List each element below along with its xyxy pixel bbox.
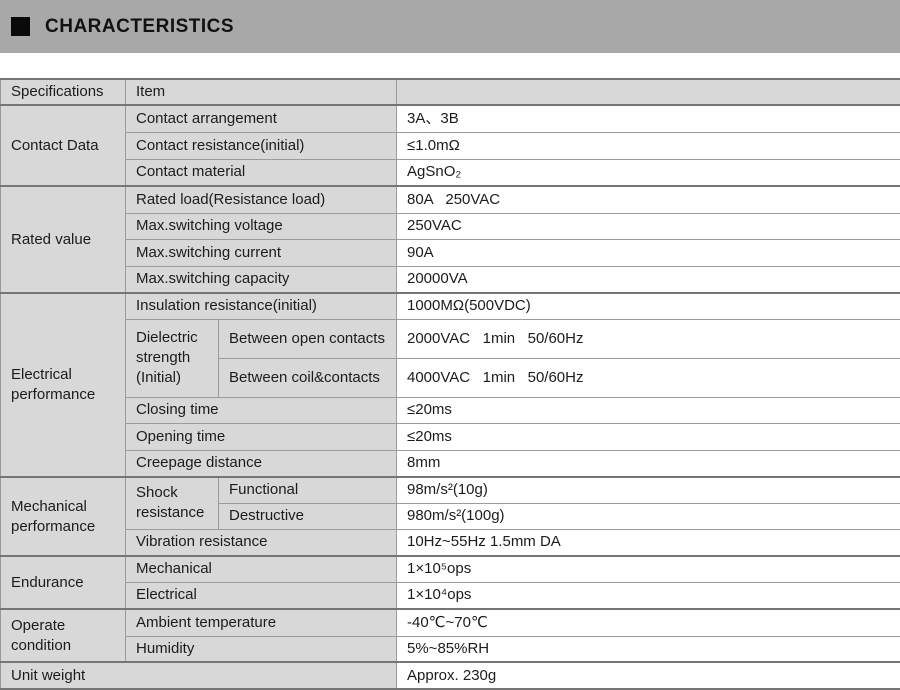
table-row: Endurance Mechanical 1×10⁵ops (1, 556, 900, 582)
item-cell: Max.switching voltage (126, 213, 397, 239)
item-cell: Electrical (126, 582, 397, 609)
column-header-value (397, 79, 900, 105)
item-cell: Max.switching capacity (126, 266, 397, 293)
spec-cell-endurance: Endurance (1, 556, 126, 609)
item-cell: Creepage distance (126, 450, 397, 477)
subitem-cell: Between open contacts (219, 319, 397, 358)
value-cell: 90A (397, 239, 900, 266)
table-row: Electrical performance Insulation resist… (1, 293, 900, 319)
value-cell: 1×10⁵ops (397, 556, 900, 582)
value-cell: AgSnO₂ (397, 159, 900, 186)
value-cell: 20000VA (397, 266, 900, 293)
value-cell: ≤20ms (397, 397, 900, 423)
item-cell: Contact resistance(initial) (126, 132, 397, 159)
spec-cell-rated-value: Rated value (1, 186, 126, 293)
spec-cell-mechanical-performance: Mechanical performance (1, 477, 126, 556)
item-cell: Insulation resistance(initial) (126, 293, 397, 319)
item-cell: Opening time (126, 423, 397, 450)
item-cell: Contact material (126, 159, 397, 186)
value-cell: ≤1.0mΩ (397, 132, 900, 159)
value-cell: 2000VAC 1min 50/60Hz (397, 319, 900, 358)
characteristics-table: Specifications Item Contact Data Contact… (0, 78, 900, 690)
table-row: Contact Data Contact arrangement 3A、3B (1, 105, 900, 132)
table-row: Unit weight Approx. 230g (1, 662, 900, 689)
value-cell: ≤20ms (397, 423, 900, 450)
table-row: Contact resistance(initial) ≤1.0mΩ (1, 132, 900, 159)
black-square-bullet-icon (11, 17, 30, 36)
value-cell: 250VAC (397, 213, 900, 239)
item-cell: Vibration resistance (126, 529, 397, 556)
value-cell: 3A、3B (397, 105, 900, 132)
item-cell: Ambient temperature (126, 609, 397, 636)
item-cell: Max.switching current (126, 239, 397, 266)
table-row: Creepage distance 8mm (1, 450, 900, 477)
spec-cell-unit-weight: Unit weight (1, 662, 397, 689)
column-header-item: Item (126, 79, 397, 105)
item-cell: Humidity (126, 636, 397, 662)
column-header-specifications: Specifications (1, 79, 126, 105)
group-cell-dielectric-strength: Dielectric strength (Initial) (126, 319, 219, 397)
value-cell: 98m/s²(10g) (397, 477, 900, 503)
value-cell: 1×10⁴ops (397, 582, 900, 609)
value-cell: 5%~85%RH (397, 636, 900, 662)
table-row: Mechanical performance Shock resistance … (1, 477, 900, 503)
value-cell: 8mm (397, 450, 900, 477)
table-row: Opening time ≤20ms (1, 423, 900, 450)
value-cell: Approx. 230g (397, 662, 900, 689)
table-row: Max.switching voltage 250VAC (1, 213, 900, 239)
value-cell: 80A 250VAC (397, 186, 900, 213)
spec-cell-electrical-performance: Electrical performance (1, 293, 126, 477)
table-row: Closing time ≤20ms (1, 397, 900, 423)
table-row: Operate condition Ambient temperature -4… (1, 609, 900, 636)
table-row: Rated value Rated load(Resistance load) … (1, 186, 900, 213)
value-cell: 980m/s²(100g) (397, 503, 900, 529)
value-cell: 4000VAC 1min 50/60Hz (397, 358, 900, 397)
item-cell: Closing time (126, 397, 397, 423)
subitem-cell: Functional (219, 477, 397, 503)
subitem-cell: Between coil&contacts (219, 358, 397, 397)
item-cell: Mechanical (126, 556, 397, 582)
spec-cell-operate-condition: Operate condition (1, 609, 126, 662)
table-row: Contact material AgSnO₂ (1, 159, 900, 186)
value-cell: -40℃~70℃ (397, 609, 900, 636)
section-title-bar: CHARACTERISTICS (0, 0, 900, 53)
value-cell: 1000MΩ(500VDC) (397, 293, 900, 319)
table-row: Dielectric strength (Initial) Between op… (1, 319, 900, 358)
table-header-row: Specifications Item (1, 79, 900, 105)
value-cell: 10Hz~55Hz 1.5mm DA (397, 529, 900, 556)
table-row: Max.switching capacity 20000VA (1, 266, 900, 293)
table-row: Humidity 5%~85%RH (1, 636, 900, 662)
table-row: Max.switching current 90A (1, 239, 900, 266)
page-title: CHARACTERISTICS (45, 16, 234, 38)
table-row: Electrical 1×10⁴ops (1, 582, 900, 609)
subitem-cell: Destructive (219, 503, 397, 529)
spec-cell-contact-data: Contact Data (1, 105, 126, 186)
item-cell: Rated load(Resistance load) (126, 186, 397, 213)
item-cell: Contact arrangement (126, 105, 397, 132)
table-row: Vibration resistance 10Hz~55Hz 1.5mm DA (1, 529, 900, 556)
group-cell-shock-resistance: Shock resistance (126, 477, 219, 529)
